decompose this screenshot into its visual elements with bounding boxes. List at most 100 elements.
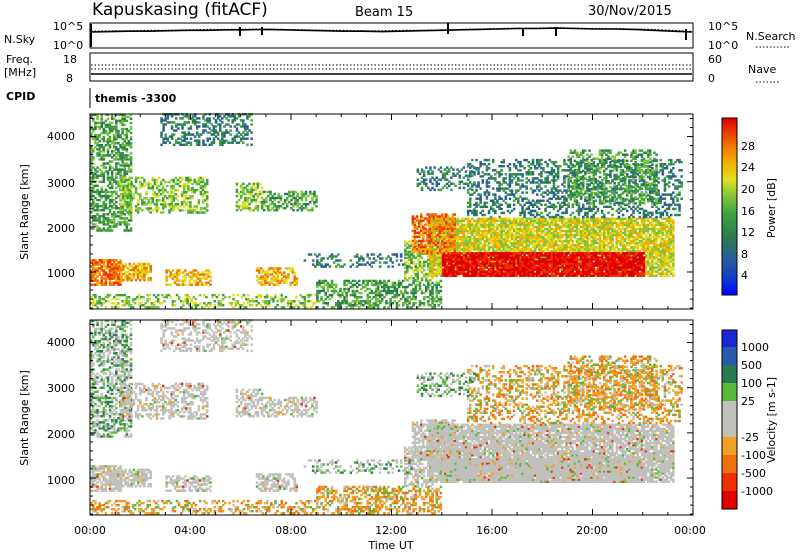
power-cell-669 — [94, 263, 97, 266]
power-cell-845 — [134, 264, 138, 268]
power-cell-1625 — [176, 199, 180, 202]
power-cell-2090 — [191, 133, 195, 136]
power-cell-18 — [90, 166, 93, 169]
power-cell-866 — [141, 266, 144, 270]
power-cell-1637 — [180, 201, 184, 204]
power-cell-171 — [100, 158, 103, 161]
power-cell-1018 — [264, 281, 267, 284]
power-cell-1444 — [130, 209, 134, 212]
power-cell-1719 — [199, 209, 203, 212]
power-cell-2038 — [175, 123, 178, 126]
power-cell-632 — [129, 137, 133, 141]
power-cell-297 — [108, 176, 112, 179]
power-cell-644 — [90, 273, 93, 276]
power-cell-1334 — [274, 306, 277, 309]
power-cell-2255 — [242, 131, 245, 134]
power-cell-818 — [126, 270, 129, 274]
power-cell-87 — [94, 140, 97, 143]
power-cell-2023 — [170, 133, 174, 136]
power-cell-1465 — [136, 207, 140, 210]
power-cell-1726 — [199, 178, 203, 182]
power-cell-1785 — [242, 186, 245, 190]
power-cell-1817 — [250, 188, 253, 192]
power-cell-1591 — [170, 209, 173, 212]
power-cell-401 — [115, 146, 118, 149]
power-cell-2070 — [185, 141, 188, 144]
power-cell-2254 — [242, 135, 245, 138]
power-cell-928 — [180, 279, 183, 282]
power-cell-1755 — [206, 182, 209, 186]
power-cell-768 — [115, 269, 118, 272]
power-cell-382 — [115, 205, 118, 208]
power-cell-1191 — [152, 306, 156, 309]
power-cell-1893 — [275, 196, 278, 200]
power-cell-2175 — [216, 117, 220, 120]
power-cell-760 — [113, 261, 116, 264]
power-cell-1538 — [155, 199, 159, 202]
power-cell-949 — [190, 275, 193, 278]
power-cell-1124 — [102, 302, 106, 305]
power-cell-85 — [94, 146, 97, 149]
power-cell-1384 — [311, 304, 315, 307]
power-cell-210 — [102, 156, 106, 159]
power-cell-1017 — [264, 283, 267, 286]
power-cell-2108 — [195, 125, 199, 128]
power-cell-2382 — [345, 293, 348, 297]
power-cell-938 — [184, 275, 187, 278]
power-cell-1793 — [244, 192, 247, 196]
power-cell-1028 — [266, 271, 269, 274]
power-cell-1643 — [180, 176, 184, 180]
power-cell-1433 — [128, 207, 131, 210]
power-cell-958 — [194, 279, 198, 282]
power-cell-1068 — [280, 277, 284, 280]
power-cell-765 — [115, 275, 118, 278]
power-cell-568 — [125, 133, 129, 137]
power-cell-1202 — [159, 302, 162, 305]
power-cell-287 — [108, 205, 112, 208]
power-cell-396 — [115, 162, 118, 165]
power-cell-1152 — [123, 300, 126, 303]
power-cell-1683 — [189, 188, 192, 192]
power-cell-1271 — [219, 300, 223, 303]
power-cell-2130 — [204, 129, 207, 132]
power-cell-608 — [129, 211, 133, 214]
power-cell-1210 — [169, 295, 173, 299]
power-cell-37 — [92, 219, 95, 222]
power-cell-522 — [123, 174, 126, 177]
power-cell-762 — [115, 281, 118, 284]
power-cell-817 — [126, 274, 129, 278]
power-cell-2125 — [202, 125, 205, 128]
power-cell-883 — [147, 279, 150, 282]
power-cell-1050 — [274, 273, 278, 276]
power-cell-380 — [115, 213, 118, 216]
power-cell-490 — [121, 158, 124, 161]
power-cell-498 — [121, 137, 124, 141]
power-cell-1933 — [294, 198, 297, 202]
power-cell-616 — [129, 192, 133, 196]
power-cell-361 — [113, 180, 116, 184]
power-cell-1664 — [187, 211, 190, 214]
power-cell-1167 — [134, 302, 137, 305]
power-cell-1551 — [157, 176, 161, 180]
power-cell-268 — [106, 150, 110, 153]
power-cell-2048 — [179, 137, 182, 140]
power-cell-781 — [117, 265, 120, 268]
power-cell-1003 — [257, 269, 261, 272]
power-cell-1965 — [306, 209, 310, 212]
power-cell-2813 — [420, 256, 424, 260]
power-cell-865 — [141, 268, 144, 272]
power-cell-1849 — [260, 202, 264, 206]
power-cell-2119 — [200, 133, 203, 136]
power-cell-1215 — [173, 300, 177, 303]
power-cell-2022 — [170, 135, 174, 138]
power-cell-443 — [119, 213, 122, 216]
power-cell-291 — [108, 194, 112, 198]
power-cell-19 — [90, 164, 93, 167]
power-cell-370 — [113, 140, 116, 143]
power-cell-884 — [147, 277, 150, 280]
power-cell-1922 — [290, 194, 293, 198]
power-cell-697 — [100, 259, 103, 262]
power-cell-2047 — [179, 141, 182, 144]
power-cell-1820 — [252, 198, 255, 202]
power-cell-2399 — [351, 306, 355, 309]
